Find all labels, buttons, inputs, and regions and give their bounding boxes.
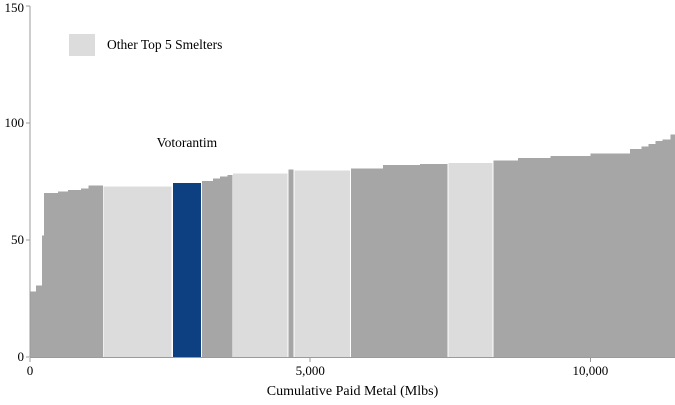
cost-curve-segment-other-top-5-smelter — [294, 170, 351, 357]
cost-curve-segment — [41, 235, 45, 357]
cost-curve-segment — [630, 149, 642, 357]
legend-label-other-top-5-smelters: Other Top 5 Smelters — [107, 37, 223, 52]
cost-curve-segment — [227, 174, 233, 357]
cost-curve-segment — [518, 158, 551, 357]
cost-curve-segment — [670, 134, 675, 357]
x-axis-tick-label-5000: 5,000 — [295, 363, 325, 378]
cost-curve-segment — [30, 291, 36, 357]
cost-curve-segment-other-top-5-smelter — [103, 186, 172, 357]
cost-curve-segment — [383, 165, 421, 357]
x-axis-tick-label-0: 0 — [26, 363, 34, 378]
cost-curve-segment — [288, 169, 294, 357]
cost-curve-segment — [351, 168, 384, 357]
cost-curve-segment — [648, 144, 656, 357]
cost-curve-segment-votorantim — [173, 182, 202, 357]
y-axis-tick-label-100: 100 — [4, 115, 25, 130]
cost-curve-segment-other-top-5-smelter — [448, 163, 493, 357]
y-axis-tick-label-150: 150 — [4, 0, 25, 15]
cost-curve-segment — [641, 146, 649, 357]
y-axis-tick-label-0: 0 — [17, 349, 25, 364]
x-axis-tick-label-10000: 10,000 — [572, 363, 609, 378]
cost-curve-segment — [80, 188, 89, 357]
cost-curve-segment — [493, 160, 519, 357]
cost-curve-segment — [213, 178, 220, 357]
cost-curve-segment — [58, 191, 69, 357]
y-axis-tick-label-50: 50 — [11, 232, 24, 247]
cost-curve-segment — [590, 153, 631, 357]
cost-curve-segment — [655, 141, 663, 357]
cost-curve-segment — [219, 176, 228, 357]
cost-curve-segment — [550, 155, 591, 357]
x-axis-title: Cumulative Paid Metal (Mlbs) — [266, 384, 439, 399]
legend: Other Top 5 Smelters — [69, 34, 222, 56]
cost-curve-segment — [202, 180, 214, 357]
cost-curve-segment — [68, 189, 81, 357]
annotation-votorantim-label: Votorantim — [156, 134, 218, 150]
cost-curve-segment-other-top-5-smelter — [233, 173, 288, 357]
cost-curve-segment — [88, 185, 103, 357]
cost-curve-segment — [35, 285, 42, 357]
cost-curve-segment — [44, 193, 59, 357]
legend-swatch-other-top-5-smelters — [69, 34, 95, 56]
cost-curve-segment — [420, 163, 448, 357]
cost-curve-segment — [662, 139, 671, 357]
